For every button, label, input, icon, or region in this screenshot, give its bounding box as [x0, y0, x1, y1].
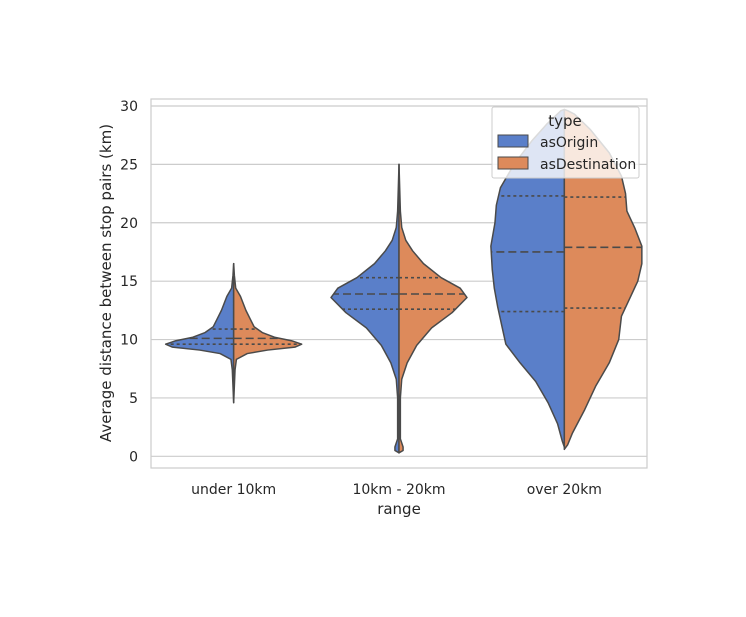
y-tick-label-30: 30 — [120, 99, 138, 115]
x-tick-label-2: over 20km — [527, 482, 602, 498]
violin-half-asOrigin-1 — [330, 163, 400, 454]
y-tick-label-0: 0 — [129, 449, 138, 465]
legend-frame — [491, 106, 640, 179]
y-tick-label-20: 20 — [120, 216, 138, 232]
y-tick-label-25: 25 — [120, 157, 138, 173]
x-tick-label-1: 10km - 20km — [352, 482, 445, 498]
x-tick-labels: under 10km 10km - 20km over 20km — [191, 482, 602, 498]
y-axis-label: Average distance between stop pairs (km) — [97, 124, 115, 442]
legend-swatch-asOrigin — [497, 134, 529, 148]
legend-title: type — [548, 112, 582, 130]
y-tick-labels: 0 5 10 15 20 25 30 — [120, 99, 138, 465]
x-tick-label-0: under 10km — [191, 482, 276, 498]
y-tick-label-10: 10 — [120, 333, 138, 349]
y-tick-label-15: 15 — [120, 274, 138, 290]
legend: type asOrigin asDestination — [491, 106, 640, 179]
y-tick-label-5: 5 — [129, 391, 138, 407]
legend-label-asOrigin: asOrigin — [540, 135, 598, 151]
legend-label-asDestination: asDestination — [540, 157, 636, 173]
legend-swatch-asDestination — [497, 156, 529, 170]
violin-half-asDestination-0 — [232, 262, 303, 404]
x-axis-label: range — [377, 500, 421, 518]
violin-half-asDestination-1 — [398, 163, 468, 454]
